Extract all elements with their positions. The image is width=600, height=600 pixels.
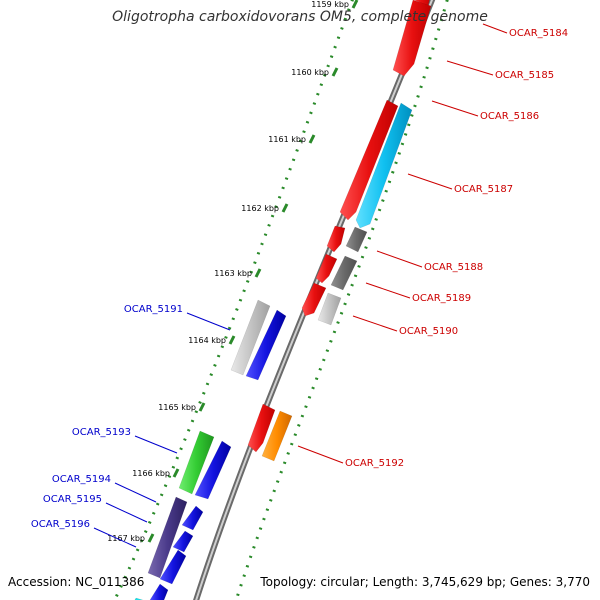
gene-ocar-5184b: [326, 225, 346, 253]
ruler-tick-mark: [198, 402, 206, 412]
leader-line: [376, 250, 423, 268]
leader-line: [431, 100, 479, 117]
gene-ocar-5191r: [247, 403, 276, 453]
gene-ocar-5189a: [345, 226, 368, 253]
ruler-tick-mark: [351, 0, 359, 9]
ruler-tick-label: 1161 kbp: [268, 135, 306, 144]
accession-text: Accession: NC_011386: [8, 575, 145, 589]
gene-ocar-5190: [317, 292, 342, 326]
genome-backbone-highlight: [195, 0, 434, 600]
gene-label-ocar-5188[interactable]: OCAR_5188: [424, 262, 483, 273]
gene-ocar-5188b: [301, 282, 327, 317]
label-leaders: [93, 23, 508, 548]
gene-ocar-5191: [230, 299, 271, 376]
gene-ocar-5186: [339, 99, 399, 221]
ruler-tick-label: 1163 kbp: [214, 269, 252, 278]
gene-ocar-5188: [315, 253, 338, 284]
gene-label-ocar-5185[interactable]: OCAR_5185: [495, 70, 554, 81]
gene-labels: OCAR_5184 OCAR_5185 OCAR_5186 OCAR_5187 OCAR…: [31, 28, 568, 530]
gene-ocar-5196b: [149, 583, 169, 600]
leader-line: [407, 173, 453, 190]
leader-line: [297, 445, 344, 464]
ruler-tick-mark: [308, 134, 316, 144]
gene-label-ocar-5191[interactable]: OCAR_5191: [124, 304, 183, 315]
gene-label-ocar-5189[interactable]: OCAR_5189: [412, 293, 471, 304]
ruler-tick-mark: [331, 67, 339, 77]
gene-ocar-5193-blue: [194, 440, 232, 500]
leader-line: [446, 60, 494, 76]
ruler-tick-mark: [172, 468, 180, 478]
leader-line: [482, 23, 508, 34]
gene-ocar-5189: [330, 255, 358, 291]
ruler-tick-label: 1166 kbp: [132, 469, 170, 478]
ruler-tick-mark: [281, 203, 289, 213]
gene-ocar-5187: [355, 102, 413, 229]
gene-ocar-5185: [392, 0, 432, 77]
ruler-tick-label: 1164 kbp: [188, 336, 226, 345]
gene-label-ocar-5186[interactable]: OCAR_5186: [480, 111, 539, 122]
ruler-tick-mark: [228, 335, 236, 345]
gene-ocar-5194: [147, 496, 188, 579]
gene-label-ocar-5187[interactable]: OCAR_5187: [454, 184, 513, 195]
gene-label-ocar-5184[interactable]: OCAR_5184: [509, 28, 568, 39]
gene-label-ocar-5193[interactable]: OCAR_5193: [72, 427, 131, 438]
gene-ocar-5195: [181, 505, 204, 531]
ruler-tick-label: 1160 kbp: [291, 68, 329, 77]
leader-line: [105, 502, 148, 523]
genome-title: Oligotropha carboxidovorans OM5, complet…: [112, 9, 488, 25]
ruler-tick-mark: [254, 268, 262, 278]
gene-label-ocar-5192[interactable]: OCAR_5192: [345, 458, 404, 469]
ruler-tick-label: 1159 kbp: [311, 0, 349, 9]
leader-line: [186, 312, 231, 331]
leader-line: [365, 282, 411, 299]
genome-summary: Topology: circular; Length: 3,745,629 bp…: [260, 575, 590, 589]
ruler-tick-label: 1167 kbp: [107, 534, 145, 543]
gene-label-ocar-5195[interactable]: OCAR_5195: [43, 494, 102, 505]
leader-line: [134, 435, 178, 454]
leader-line: [93, 527, 137, 548]
ruler-tick-mark: [147, 533, 155, 543]
leader-line: [114, 482, 157, 503]
ruler-ticks: 1159 kbp 1160 kbp 1161 kbp 1162 kbp 1163 kbp…: [107, 0, 359, 543]
ruler-tick-label: 1162 kbp: [241, 204, 279, 213]
gene-ocar-5191-blue: [245, 309, 287, 381]
ruler-tick-label: 1165 kbp: [158, 403, 196, 412]
gene-ocar-5193: [178, 430, 215, 495]
gene-features: [134, 0, 432, 600]
gene-label-ocar-5196[interactable]: OCAR_5196: [31, 519, 90, 530]
gene-ocar-5192: [261, 410, 293, 462]
gene-label-ocar-5190[interactable]: OCAR_5190: [399, 326, 458, 337]
gene-label-ocar-5194[interactable]: OCAR_5194: [52, 474, 111, 485]
gene-ocar-5196: [159, 549, 187, 585]
gene-ocar-5195b: [172, 530, 194, 553]
leader-line: [352, 315, 398, 332]
